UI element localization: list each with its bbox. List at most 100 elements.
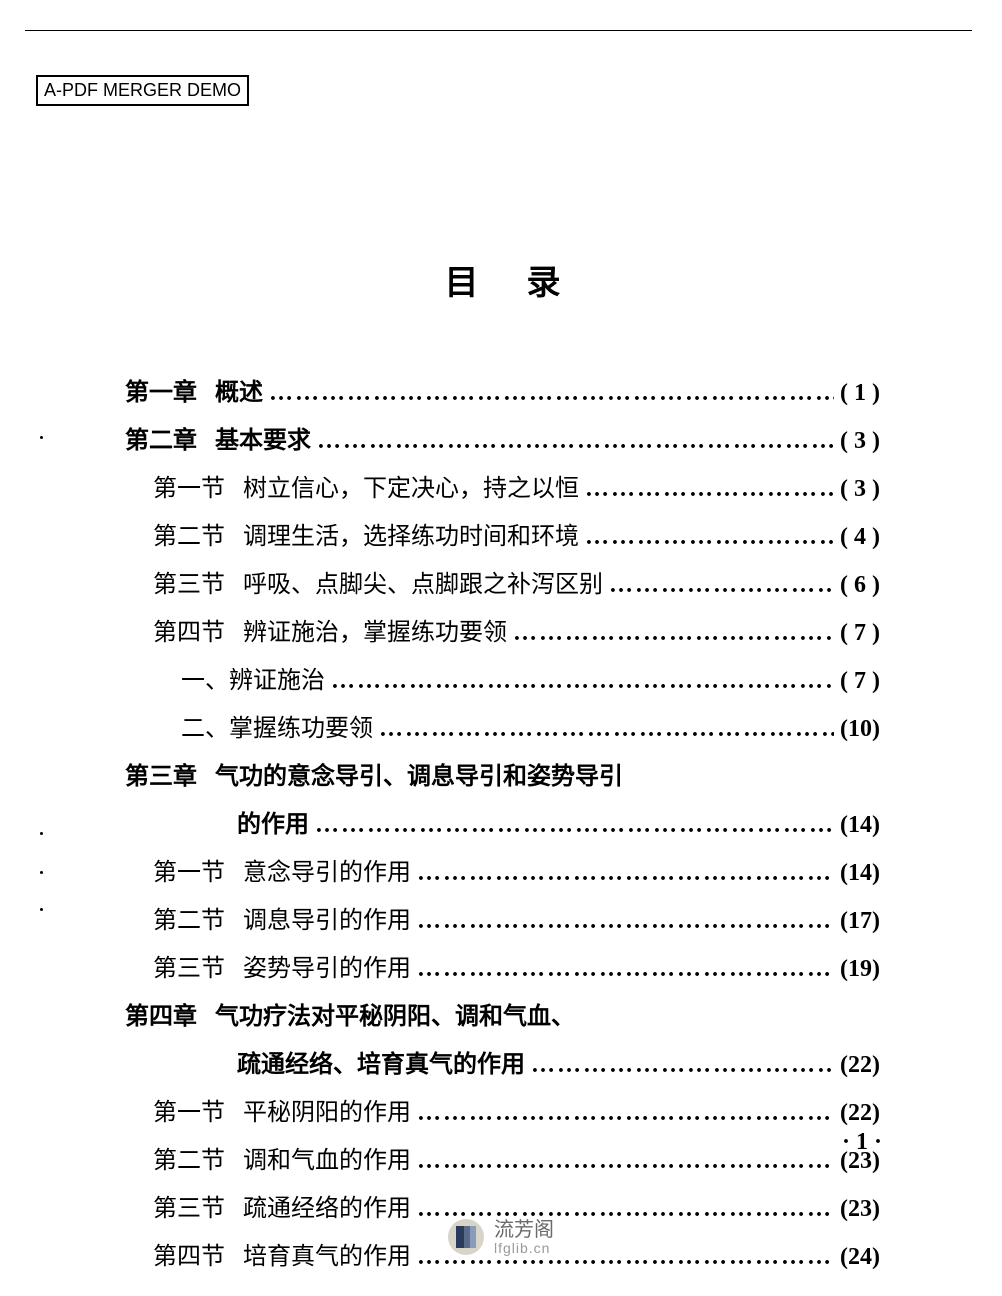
toc-section-label: 第三节: [153, 948, 225, 990]
toc-entry: 第一节意念导引的作用…………………………………………………………………………………: [125, 852, 880, 894]
toc-dots: …………………………………………………………………………………………………………: [417, 1092, 834, 1134]
toc-chapter-label: 第三章: [125, 756, 197, 798]
toc-section-label: 第一节: [153, 1092, 225, 1134]
logo-text-en: lfglib.cn: [494, 1241, 554, 1256]
toc-dots: …………………………………………………………………………………………………………: [417, 948, 834, 990]
logo-books-icon: [456, 1226, 476, 1248]
toc-dots: …………………………………………………………………………………………………………: [531, 1044, 834, 1086]
page-number-footer: · 1 ·: [842, 1129, 882, 1156]
logo-text: 流芳阁 lfglib.cn: [494, 1219, 554, 1256]
speck: [40, 832, 43, 835]
toc-page-num: (22): [840, 1092, 880, 1134]
toc-dots: …………………………………………………………………………………………………………: [315, 804, 834, 846]
toc-chapter-label: 第二章: [125, 420, 197, 462]
toc-entry-text: 疏通经络、培育真气的作用: [237, 1044, 525, 1086]
toc-entry-text: 树立信心，下定决心，持之以恒: [243, 468, 579, 510]
speck: [40, 436, 43, 439]
toc-page-num: (22): [840, 1044, 880, 1086]
toc-entry-text: 平秘阴阳的作用: [243, 1092, 411, 1134]
toc-page-num: (24): [840, 1236, 880, 1278]
toc-dots: …………………………………………………………………………………………………………: [585, 516, 834, 558]
toc-page-num: (23): [840, 1188, 880, 1230]
toc-page-num: (17): [840, 900, 880, 942]
toc-entry-text: 调和气血的作用: [243, 1140, 411, 1182]
toc-entry: 第一节树立信心，下定决心，持之以恒………………………………………………………………: [125, 468, 880, 510]
toc-page-num: (19): [840, 948, 880, 990]
toc-subsection-label: 一、: [181, 660, 229, 702]
toc-page-num: ( 3 ): [840, 468, 880, 510]
toc-entry-text: 基本要求: [215, 420, 311, 462]
toc-entry-text: 调理生活，选择练功时间和环境: [243, 516, 579, 558]
page-top-border: [25, 30, 972, 31]
toc-dots: …………………………………………………………………………………………………………: [585, 468, 834, 510]
toc-page-num: ( 1 ): [840, 372, 880, 414]
toc-entry-text: 意念导引的作用: [243, 852, 411, 894]
toc-section-label: 第二节: [153, 900, 225, 942]
speck: [40, 908, 43, 911]
toc-page-num: (14): [840, 804, 880, 846]
toc-page-num: ( 3 ): [840, 420, 880, 462]
toc-section-label: 第一节: [153, 468, 225, 510]
toc-entry-text: 掌握练功要领: [229, 708, 373, 750]
toc-dots: …………………………………………………………………………………………………………: [417, 900, 834, 942]
toc-page-num: ( 7 ): [840, 660, 880, 702]
toc-entry: 疏通经络、培育真气的作用……………………………………………………………………………: [125, 1044, 880, 1086]
toc-page-num: ( 4 ): [840, 516, 880, 558]
toc-entry-text: 呼吸、点脚尖、点脚跟之补泻区别: [243, 564, 603, 606]
toc-title: 目录: [125, 255, 880, 304]
toc-section-label: 第四节: [153, 612, 225, 654]
toc-entry: 的作用……………………………………………………………………………………………………: [125, 804, 880, 846]
toc-entry-text: 姿势导引的作用: [243, 948, 411, 990]
toc-entry: 第二节调息导引的作用…………………………………………………………………………………: [125, 900, 880, 942]
toc-entry: 第四章气功疗法对平秘阴阳、调和气血、: [125, 996, 880, 1038]
toc-entry: 第一章概述………………………………………………………………………………………………: [125, 372, 880, 414]
toc-page-num: ( 6 ): [840, 564, 880, 606]
toc-chapter-label: 第一章: [125, 372, 197, 414]
watermark-text: A-PDF MERGER DEMO: [44, 80, 241, 100]
toc-page-num: ( 7 ): [840, 612, 880, 654]
toc-section-label: 第二节: [153, 1140, 225, 1182]
toc-entry: 第二节调和气血的作用…………………………………………………………………………………: [125, 1140, 880, 1182]
toc-entry: 二、掌握练功要领………………………………………………………………………………………: [125, 708, 880, 750]
toc-dots: …………………………………………………………………………………………………………: [379, 708, 834, 750]
logo-text-cn: 流芳阁: [494, 1219, 554, 1241]
toc-entry: 第二章基本要求…………………………………………………………………………………………: [125, 420, 880, 462]
site-logo: 流芳阁 lfglib.cn: [448, 1219, 554, 1256]
toc-section-label: 第二节: [153, 516, 225, 558]
toc-dots: …………………………………………………………………………………………………………: [331, 660, 834, 702]
toc-dots: …………………………………………………………………………………………………………: [513, 612, 834, 654]
toc-entry: 第三节姿势导引的作用…………………………………………………………………………………: [125, 948, 880, 990]
toc-entry-text: 培育真气的作用: [243, 1236, 411, 1278]
toc-dots: …………………………………………………………………………………………………………: [417, 1140, 834, 1182]
toc-entry-text: 气功疗法对平秘阴阳、调和气血、: [215, 996, 575, 1038]
toc-dots: …………………………………………………………………………………………………………: [609, 564, 834, 606]
logo-icon: [448, 1219, 484, 1255]
toc-dots: …………………………………………………………………………………………………………: [269, 372, 834, 414]
toc-section-label: 第四节: [153, 1236, 225, 1278]
toc-section-label: 第一节: [153, 852, 225, 894]
toc-entry-text: 辨证施治: [229, 660, 325, 702]
toc-entry: 第三章气功的意念导引、调息导引和姿势导引: [125, 756, 880, 798]
toc-entry-text: 疏通经络的作用: [243, 1188, 411, 1230]
speck: [40, 871, 43, 874]
toc-entry: 一、辨证施治……………………………………………………………………………………………: [125, 660, 880, 702]
toc-list: 第一章概述………………………………………………………………………………………………: [125, 372, 880, 1278]
toc-entry: 第一节平秘阴阳的作用…………………………………………………………………………………: [125, 1092, 880, 1134]
toc-entry-text: 的作用: [237, 804, 309, 846]
toc-entry-text: 辨证施治，掌握练功要领: [243, 612, 507, 654]
watermark-box: A-PDF MERGER DEMO: [36, 75, 249, 106]
toc-entry: 第二节调理生活，选择练功时间和环境………………………………………………………………: [125, 516, 880, 558]
toc-section-label: 第三节: [153, 564, 225, 606]
toc-chapter-label: 第四章: [125, 996, 197, 1038]
toc-entry: 第四节辨证施治，掌握练功要领………………………………………………………………………: [125, 612, 880, 654]
toc-entry-text: 气功的意念导引、调息导引和姿势导引: [215, 756, 623, 798]
toc-content: 目录 第一章概述………………………………………………………………………………………: [125, 255, 880, 1284]
toc-section-label: 第三节: [153, 1188, 225, 1230]
toc-page-num: (14): [840, 852, 880, 894]
toc-entry: 第三节呼吸、点脚尖、点脚跟之补泻区别……………………………………………………………: [125, 564, 880, 606]
toc-dots: …………………………………………………………………………………………………………: [317, 420, 834, 462]
toc-subsection-label: 二、: [181, 708, 229, 750]
toc-page-num: (10): [840, 708, 880, 750]
toc-entry-text: 调息导引的作用: [243, 900, 411, 942]
toc-dots: …………………………………………………………………………………………………………: [417, 852, 834, 894]
